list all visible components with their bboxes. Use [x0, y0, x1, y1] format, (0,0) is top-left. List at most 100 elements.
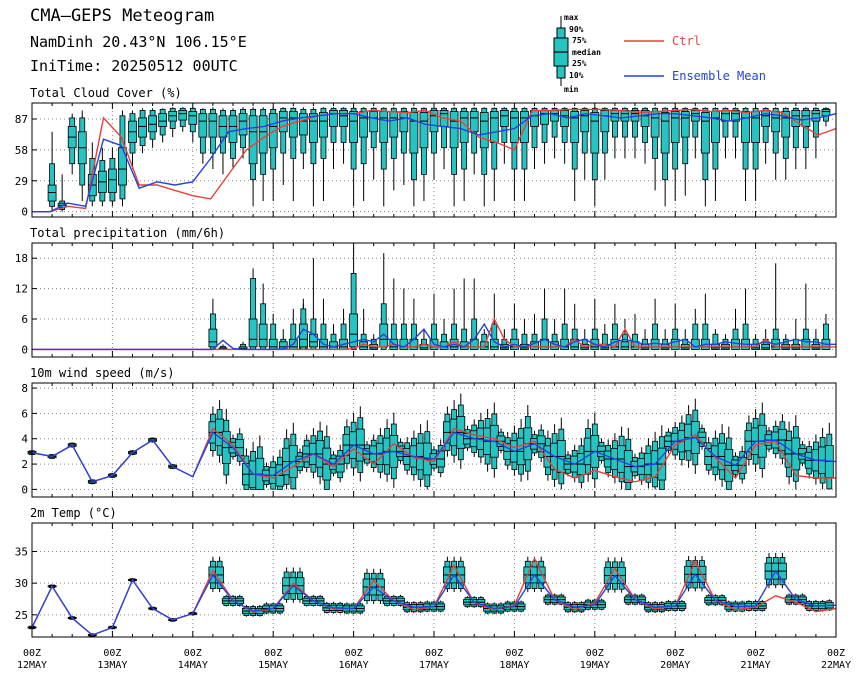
box-inner [168, 111, 178, 122]
box-outer [541, 107, 548, 143]
box-outer [632, 107, 638, 138]
ensemble-box [700, 107, 710, 207]
box-inner [580, 110, 590, 133]
ensemble-box [781, 107, 791, 180]
ensemble-box [77, 110, 87, 202]
ensemble-box [329, 107, 338, 170]
y-tick-label: 4 [21, 433, 28, 446]
ensemble-box [97, 147, 107, 207]
ensemble-box [620, 319, 630, 350]
ensemble-box [158, 108, 168, 143]
ensemble-box [228, 108, 238, 170]
box-inner [570, 111, 580, 143]
ensemble-box [620, 107, 630, 159]
x-tick-label-day: 15MAY [258, 660, 288, 671]
ensemble-box [741, 107, 750, 202]
ensemble-box [396, 594, 405, 607]
x-tick-label-day: 18MAY [499, 660, 529, 671]
ensemble-box [349, 107, 359, 207]
x-tick-label-hour: 00Z [184, 648, 202, 659]
y-tick-label: 0 [21, 483, 28, 496]
ensemble-box [178, 107, 188, 132]
ensemble-box [499, 107, 509, 164]
meteogram-title: CMA—GEPS Meteogram [30, 6, 215, 26]
panel-frame [31, 522, 837, 638]
y-tick-label: 30 [15, 577, 28, 590]
ensemble-box [751, 107, 760, 202]
box-inner [399, 111, 409, 133]
box-inner [731, 110, 740, 122]
legend-mean-label: Ensemble Mean [672, 69, 766, 83]
x-tick-label-day: 19MAY [580, 660, 610, 671]
ensemble-box [188, 107, 198, 143]
box-inner [349, 313, 359, 348]
ensemble-mean-line [31, 431, 837, 483]
box-inner [108, 168, 117, 193]
ensemble-box [168, 107, 178, 138]
ensemble-box [118, 110, 127, 207]
ensemble-box [255, 435, 265, 490]
ensemble-box [600, 107, 610, 180]
ensemble-box [47, 131, 57, 212]
y-tick-label: 35 [15, 546, 28, 559]
ensemble-box [801, 283, 811, 350]
box-inner [379, 111, 389, 143]
ensemble-box [128, 110, 137, 170]
x-tick-label-day: 17MAY [419, 660, 449, 671]
ensemble-box [208, 298, 218, 350]
legend-label-min: min [564, 84, 579, 94]
x-tick-label-hour: 00Z [505, 648, 523, 659]
ensemble-box [590, 107, 600, 207]
panel-title: 2m Temp (°C) [30, 506, 117, 520]
box-outer [722, 107, 729, 138]
ensemble-mean-line [32, 322, 836, 351]
x-tick-label-day: 16MAY [339, 660, 369, 671]
ensemble-box [536, 424, 546, 463]
ensemble-box [308, 107, 318, 207]
legend-label-max: max [564, 13, 579, 22]
box-inner [419, 112, 429, 149]
y-tick-label: 0 [21, 343, 28, 356]
box-inner [530, 341, 539, 350]
ensemble-box [536, 556, 546, 593]
box-inner [680, 111, 690, 138]
y-tick-label: 58 [15, 144, 28, 157]
box-outer [531, 107, 538, 149]
ensemble-box [721, 107, 730, 159]
box-inner [329, 110, 338, 127]
x-tick-label-hour: 00Z [586, 648, 604, 659]
ensemble-box [469, 107, 479, 175]
ensemble-box [724, 426, 734, 490]
y-tick-label: 25 [15, 609, 28, 622]
ensemble-box [610, 107, 620, 159]
box-outer [622, 107, 628, 138]
ensemble-box [516, 600, 526, 613]
x-tick-label-hour: 00Z [264, 648, 282, 659]
ensemble-box [771, 263, 781, 350]
box-inner [389, 111, 399, 138]
box-outer [692, 107, 699, 138]
ensemble-box [449, 107, 459, 207]
ensemble-box [456, 556, 466, 593]
ensemble-box [208, 107, 218, 170]
box-inner [258, 115, 268, 154]
y-tick-label: 2 [21, 458, 28, 471]
ensemble-mean-line [32, 112, 837, 213]
ensemble-box [617, 557, 626, 593]
ensemble-box [560, 107, 570, 164]
legend-box-sample [553, 16, 569, 86]
ensemble-box [737, 445, 747, 484]
box-inner [308, 113, 318, 143]
box-inner [670, 111, 680, 143]
box-inner [600, 110, 610, 133]
ensemble-box [319, 107, 328, 202]
ensemble-box [509, 107, 519, 202]
x-tick-label-day: 12MAY [17, 660, 47, 671]
ensemble-box [379, 107, 389, 207]
box-inner [258, 323, 268, 348]
ensemble-box [660, 107, 670, 207]
box-inner [268, 338, 278, 350]
box-inner [700, 112, 710, 154]
ensemble-box [791, 107, 801, 170]
